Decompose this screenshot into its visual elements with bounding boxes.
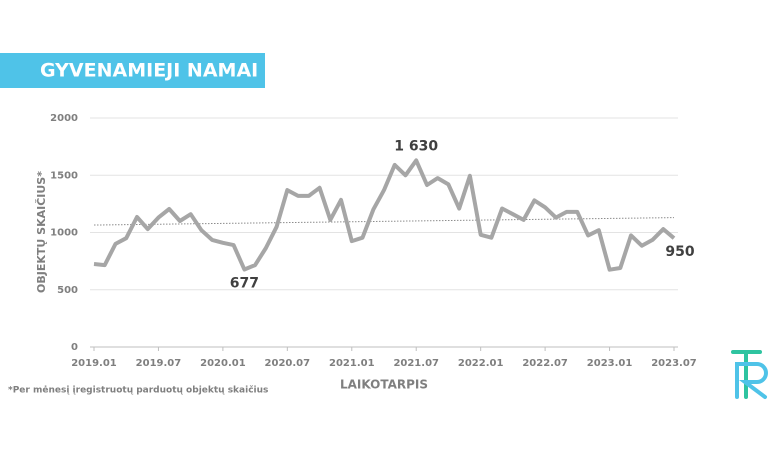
footnote: *Per mėnesį įregistruotų parduotų objekt… <box>8 385 268 396</box>
y-tick-label: 0 <box>71 342 78 353</box>
logo-t <box>731 350 762 399</box>
data-label: 950 <box>665 244 694 260</box>
x-tick-label: 2023.01 <box>587 358 633 369</box>
logo <box>731 350 768 399</box>
x-tick-label: 2021.01 <box>329 358 375 369</box>
trendline <box>93 217 675 226</box>
title-banner <box>0 53 265 88</box>
chart-title: GYVENAMIEJI NAMAI <box>40 60 258 82</box>
x-tick-label: 2022.07 <box>522 358 568 369</box>
data-label: 677 <box>230 275 259 291</box>
x-tick-label: 2023.07 <box>651 358 697 369</box>
x-tick-label: 2019.01 <box>71 358 117 369</box>
x-tick-label: 2022.01 <box>458 358 504 369</box>
x-axis-title: LAIKOTARPIS <box>340 378 428 392</box>
x-tick-label: 2019.07 <box>136 358 182 369</box>
data-label: 1 630 <box>394 138 438 154</box>
x-tick-label: 2020.07 <box>265 358 311 369</box>
y-tick-label: 2000 <box>50 113 78 124</box>
data-line <box>93 158 676 272</box>
x-tick-label: 2021.07 <box>393 358 439 369</box>
y-tick-label: 1500 <box>50 170 78 181</box>
x-tick-label: 2020.01 <box>200 358 246 369</box>
y-axis-title: OBJEKTŲ SKAIČIUS* <box>35 171 48 293</box>
logo-r <box>735 362 768 399</box>
y-tick-label: 500 <box>57 285 78 296</box>
y-tick-label: 1000 <box>50 228 78 239</box>
